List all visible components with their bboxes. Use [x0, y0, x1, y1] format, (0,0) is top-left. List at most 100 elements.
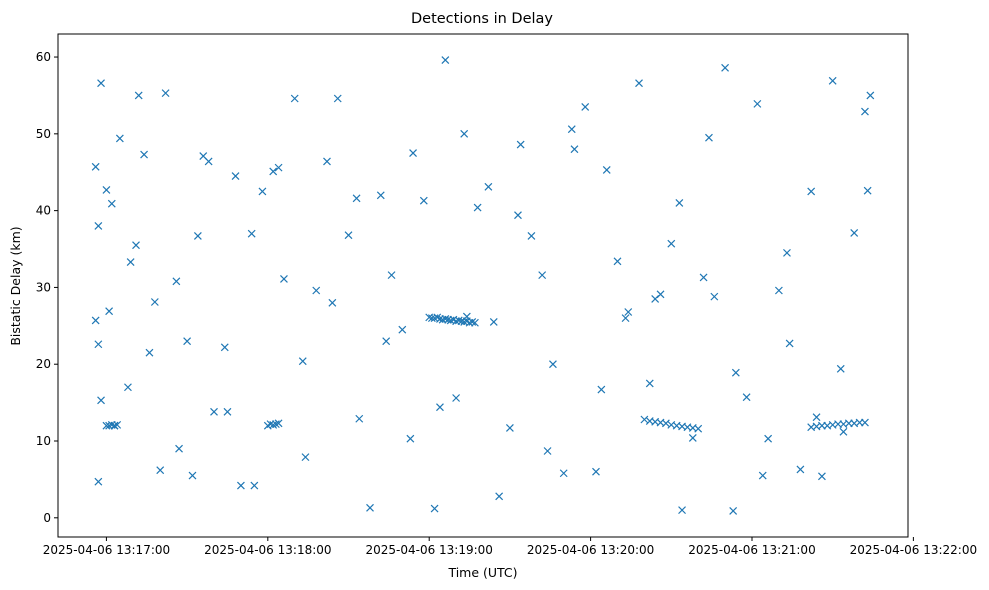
data-point	[274, 419, 283, 428]
data-point	[774, 286, 783, 295]
x-tick-label: 2025-04-06 13:20:00	[527, 543, 654, 557]
data-point	[559, 469, 568, 478]
data-point	[624, 308, 633, 316]
data-point	[175, 444, 183, 453]
data-point	[220, 343, 229, 352]
data-point	[705, 133, 713, 142]
data-point	[110, 421, 119, 430]
data-point	[567, 125, 576, 134]
data-point	[640, 415, 649, 424]
data-point	[473, 203, 482, 212]
data-point	[441, 56, 450, 65]
y-tick-label: 20	[36, 357, 51, 371]
x-axis-label: Time (UTC)	[447, 565, 517, 580]
data-point	[721, 63, 730, 72]
data-point	[661, 419, 670, 428]
data-point	[812, 413, 821, 422]
data-point	[436, 403, 444, 412]
chart-title: Detections in Delay	[411, 11, 553, 27]
data-point	[107, 199, 116, 208]
data-point	[274, 163, 283, 172]
plot-area	[57, 33, 909, 538]
data-point	[549, 360, 557, 369]
data-point	[514, 211, 522, 220]
data-point	[97, 396, 105, 405]
data-point	[452, 394, 461, 402]
data-point	[863, 186, 872, 195]
data-point	[145, 348, 154, 357]
data-point	[710, 292, 719, 301]
data-point	[484, 182, 493, 191]
data-point	[468, 318, 477, 326]
data-point	[126, 258, 135, 267]
data-point	[328, 298, 337, 307]
data-point	[247, 229, 256, 238]
data-point	[271, 420, 280, 429]
data-point	[236, 481, 245, 490]
data-point	[344, 231, 353, 240]
data-point	[280, 275, 288, 283]
data-point	[115, 134, 124, 143]
data-point	[323, 157, 331, 166]
data-point	[570, 145, 579, 154]
data-point	[156, 466, 165, 475]
data-point	[527, 232, 536, 240]
data-point	[505, 424, 514, 432]
data-point	[489, 318, 498, 326]
x-tick-label: 2025-04-06 13:22:00	[850, 543, 977, 557]
data-point	[753, 99, 762, 108]
x-tick-label: 2025-04-06 13:21:00	[688, 543, 815, 557]
data-point	[406, 434, 415, 443]
data-point	[581, 103, 590, 111]
data-point	[758, 471, 767, 480]
data-point	[409, 149, 417, 157]
data-point	[352, 194, 361, 203]
data-point	[836, 364, 845, 373]
data-point	[866, 91, 875, 100]
data-point	[651, 295, 660, 303]
data-point	[290, 94, 299, 103]
y-axis: 0 10 20 30 40 50 60	[36, 50, 58, 525]
data-point	[94, 340, 103, 349]
data-point	[850, 228, 859, 237]
data-point	[355, 414, 364, 423]
data-point	[621, 314, 630, 323]
data-point	[764, 434, 773, 443]
data-point	[694, 424, 703, 433]
data-point	[97, 79, 105, 88]
data-point	[807, 187, 816, 196]
data-point	[94, 222, 103, 230]
data-point	[231, 172, 240, 180]
plot-frame	[57, 33, 909, 538]
data-point	[102, 185, 111, 194]
data-point	[91, 316, 100, 325]
data-point	[597, 385, 606, 394]
x-tick-label: 2025-04-06 13:17:00	[43, 543, 170, 557]
data-point	[376, 191, 385, 200]
data-point	[333, 94, 342, 103]
x-tick-label: 2025-04-06 13:18:00	[204, 543, 331, 557]
data-point	[134, 91, 143, 100]
data-point	[495, 492, 504, 501]
data-point	[430, 504, 439, 513]
data-point	[223, 407, 232, 416]
data-point	[419, 196, 428, 205]
data-point	[471, 318, 479, 327]
data-point	[210, 407, 218, 416]
data-point	[298, 357, 307, 366]
data-point	[91, 162, 100, 171]
data-point	[161, 89, 170, 98]
data-point	[132, 241, 140, 250]
x-tick-label: 2025-04-06 13:19:00	[365, 543, 492, 557]
data-point	[250, 481, 259, 490]
data-point	[183, 337, 192, 346]
data-point	[667, 239, 676, 248]
y-tick-label: 10	[36, 434, 51, 448]
data-point	[699, 273, 708, 282]
y-tick-label: 60	[36, 50, 51, 64]
data-point	[140, 150, 149, 159]
data-point	[817, 472, 826, 481]
data-point	[828, 76, 837, 85]
data-point	[592, 467, 600, 476]
